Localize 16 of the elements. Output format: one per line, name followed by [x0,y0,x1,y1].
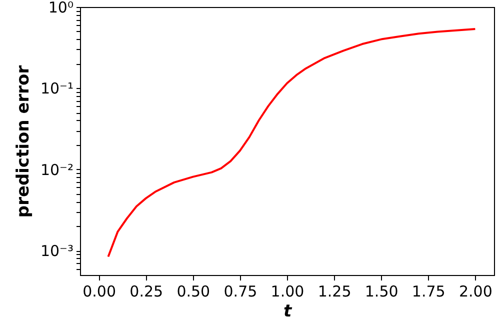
y-axis-title: prediction error [13,64,34,218]
y-tick-label: 10⁻³ [40,242,74,260]
y-tick-label: 10⁰ [48,0,74,16]
x-tick-label: 0.75 [224,282,258,300]
x-tick-label: 1.75 [412,282,446,300]
x-tick-label: 0.00 [82,282,116,300]
x-tick-label: 0.50 [176,282,210,300]
x-axis-title: t [283,302,292,322]
x-tick-label: 2.00 [458,282,492,300]
x-tick-label: 1.25 [318,282,352,300]
line-series [107,28,476,258]
x-tick-label: 1.00 [270,282,304,300]
y-tick-label: 10⁻¹ [40,80,74,98]
x-tick-label: 1.50 [364,282,398,300]
x-tick-label: 0.25 [130,282,164,300]
y-tick-label: 10⁻² [40,160,74,179]
